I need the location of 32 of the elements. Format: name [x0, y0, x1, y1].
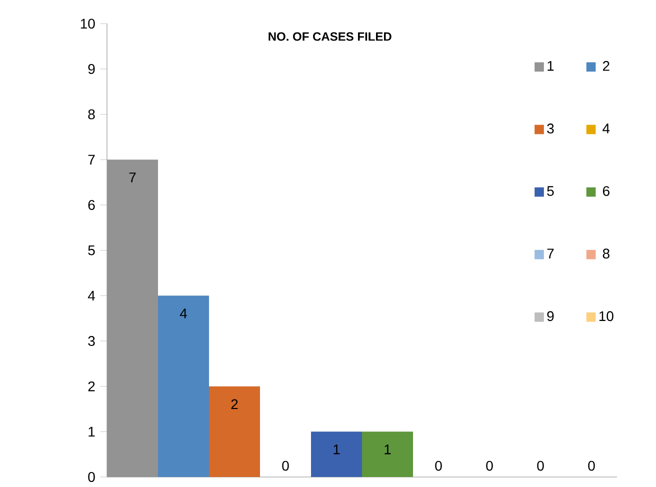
data-label: 4 [180, 308, 187, 318]
legend-label: 3 [547, 124, 554, 134]
y-tick-label: 7 [88, 154, 95, 164]
data-label: 7 [129, 172, 136, 182]
data-label: 0 [537, 460, 544, 471]
legend-label: 5 [547, 186, 554, 196]
y-tick-label: 9 [88, 64, 95, 74]
data-label: 0 [435, 460, 442, 471]
legend-label: 2 [602, 61, 610, 71]
data-label: 1 [384, 444, 391, 454]
y-tick-label: 6 [88, 200, 95, 210]
legend-label: 6 [602, 186, 610, 196]
legend-label: 1 [548, 61, 554, 71]
text: NO. OF CASES FILED [268, 32, 392, 41]
y-tick-label: 8 [88, 109, 95, 120]
y-tick-label: 2 [88, 381, 95, 392]
y-tick-label: 4 [88, 290, 95, 300]
legend-label: 9 [547, 311, 554, 322]
legend-label: 10 [599, 311, 614, 322]
legend-label: 4 [602, 124, 610, 134]
y-tick-label: 0 [88, 472, 95, 482]
data-label: 1 [334, 444, 340, 454]
data-label: 0 [588, 460, 595, 471]
data-label: 0 [282, 460, 289, 471]
legend-label: 8 [602, 248, 610, 259]
y-tick-label: 1 [88, 426, 95, 436]
y-tick-label: 5 [88, 245, 95, 256]
data-label: 0 [486, 460, 493, 471]
y-tick-label: 10 [80, 18, 95, 29]
y-tick-label: 3 [88, 336, 95, 346]
data-label: 2 [231, 399, 238, 410]
legend-label: 7 [547, 248, 554, 258]
